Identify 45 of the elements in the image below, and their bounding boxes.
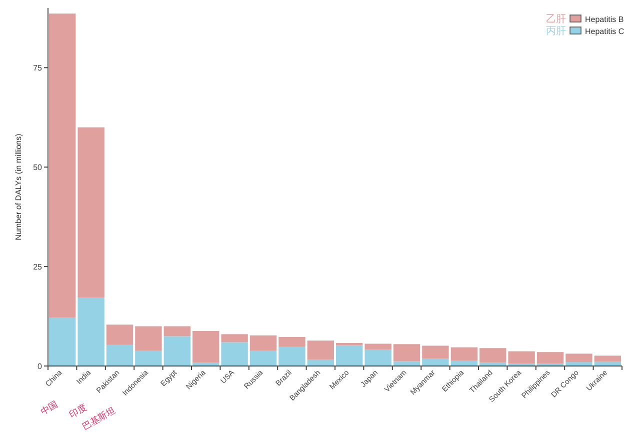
bar <box>49 14 76 318</box>
bar <box>594 362 621 366</box>
bar <box>508 351 535 364</box>
bar <box>106 324 134 345</box>
bar <box>221 342 248 366</box>
legend-label: Hepatitis C <box>585 27 624 36</box>
bar <box>336 345 363 366</box>
bar <box>78 298 104 366</box>
text: 中国 <box>38 399 60 417</box>
bar <box>480 348 506 362</box>
bar <box>106 344 134 366</box>
legend-label: Hepatitis B <box>585 15 624 24</box>
bar <box>364 350 392 366</box>
y-tick-label: 25 <box>33 262 43 272</box>
bar <box>364 344 392 350</box>
bar <box>164 326 190 336</box>
y-axis-title: Number of DALYs (in millions) <box>14 133 23 240</box>
y-tick-label: 50 <box>33 163 43 172</box>
bar <box>250 335 277 351</box>
y-tick-label: 75 <box>33 64 43 73</box>
bar <box>422 346 449 359</box>
bar <box>135 326 162 351</box>
bar <box>566 354 592 362</box>
bar <box>278 336 306 347</box>
annotation: 丙肝 <box>546 26 566 37</box>
bar <box>536 352 564 364</box>
bar <box>221 334 248 342</box>
bar <box>393 344 420 362</box>
bar <box>164 336 190 366</box>
text: 印度 <box>67 402 88 420</box>
bar <box>336 342 363 346</box>
bar <box>393 361 420 366</box>
bar <box>192 330 220 363</box>
bar <box>450 347 478 361</box>
bar <box>278 346 306 366</box>
bar <box>307 360 334 366</box>
y-tick-label: 0 <box>38 362 43 371</box>
bar <box>78 127 104 298</box>
bar <box>135 350 162 366</box>
bar <box>422 358 449 366</box>
bar <box>250 350 277 366</box>
bar <box>594 356 621 362</box>
bar <box>307 340 334 360</box>
annotation: 乙肝 <box>546 14 566 25</box>
bar <box>49 317 76 366</box>
